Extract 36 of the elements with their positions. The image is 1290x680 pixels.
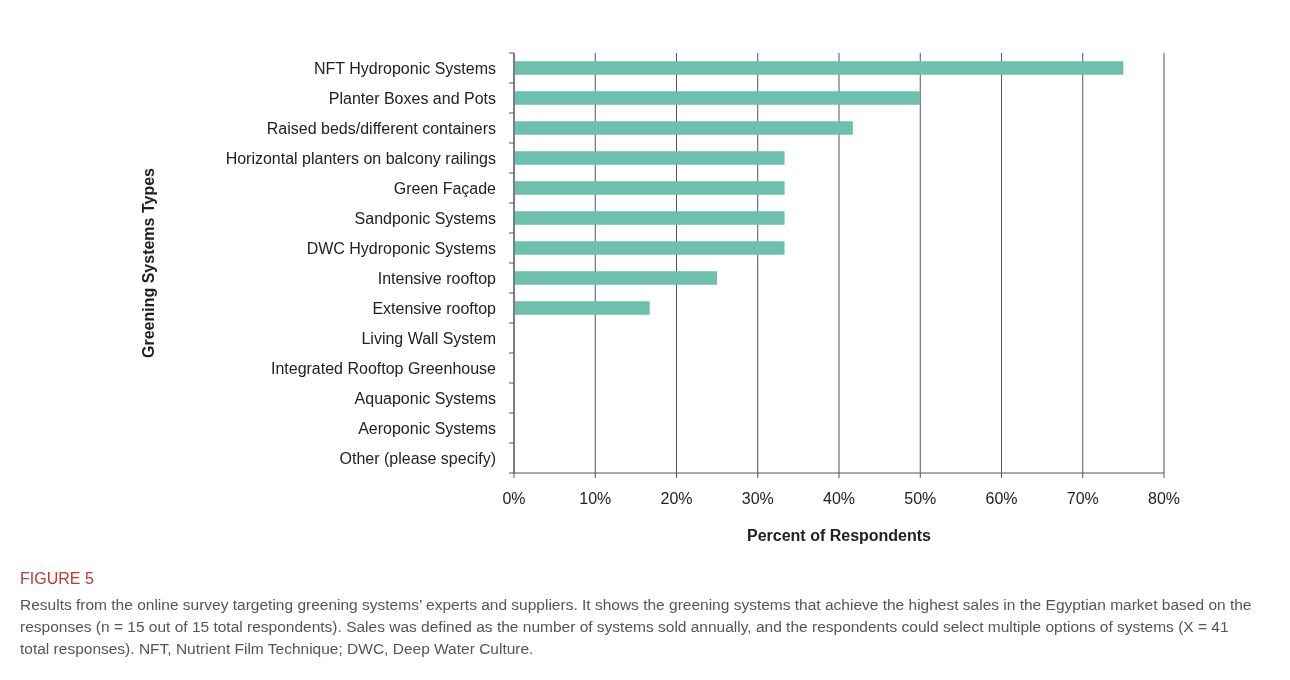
bar: [514, 61, 1124, 75]
caption: FIGURE 5: [20, 569, 95, 589]
y-tick-label: Aeroponic Systems: [358, 419, 496, 437]
y-tick-label: Other (please specify): [339, 449, 496, 467]
bar: [514, 211, 785, 225]
x-tick-label: 80%: [1147, 490, 1181, 507]
x-tick-label: 50%: [904, 490, 937, 507]
x-tick-label: 60%: [985, 490, 1018, 507]
x-tick-label: 40%: [822, 490, 856, 507]
bar: [514, 181, 785, 195]
bar: [514, 241, 785, 255]
x-tick-label: 30%: [741, 490, 774, 507]
y-tick-label: Extensive rooftop: [372, 299, 497, 317]
y-tick-label: Planter Boxes and Pots: [328, 89, 496, 107]
y-tick-label: Raised beds/different containers: [266, 119, 496, 137]
y-tick-label: Green Façade: [393, 179, 497, 197]
y-tick-label: DWC Hydroponic Systems: [306, 239, 496, 257]
bar: [514, 121, 853, 135]
y-tick-label: NFT Hydroponic Systems: [314, 59, 496, 77]
x-tick-label: 70%: [1066, 490, 1099, 507]
y-tick-label: Living Wall System: [361, 329, 496, 347]
x-tick-label: 20%: [660, 490, 693, 507]
y-tick-label: Horizontal planters on balcony railings: [225, 149, 496, 167]
y-tick-label: Aquaponic Systems: [354, 389, 496, 407]
bar: [514, 271, 718, 285]
x-axis-title: Percent of Respondents: [746, 527, 932, 544]
bar: [514, 301, 650, 315]
x-tick-label: 0%: [502, 490, 526, 507]
bar: [514, 91, 921, 105]
y-axis-title: Greening Systems Types: [140, 167, 157, 358]
y-tick-label: Intensive rooftop: [377, 269, 497, 287]
y-tick-label: Integrated Rooftop Greenhouse: [270, 359, 497, 377]
x-tick-label: 10%: [579, 490, 612, 507]
bar: [514, 151, 785, 165]
y-tick-label: Sandponic Systems: [354, 209, 496, 227]
text: Results from the online survey targeting greening systems’ experts and suppliers. It shows the greening systems that achieve the highest sales in the Egyptian market based on the responses (n = 15 out of 15 total respondents). Sales was defined as the number of systems sold annually, and the respondents could select multiple options of systems (X = 41 total responses). NFT, Nutrient Film Technique; DWC, Deep Water Culture.: [20, 595, 1253, 659]
